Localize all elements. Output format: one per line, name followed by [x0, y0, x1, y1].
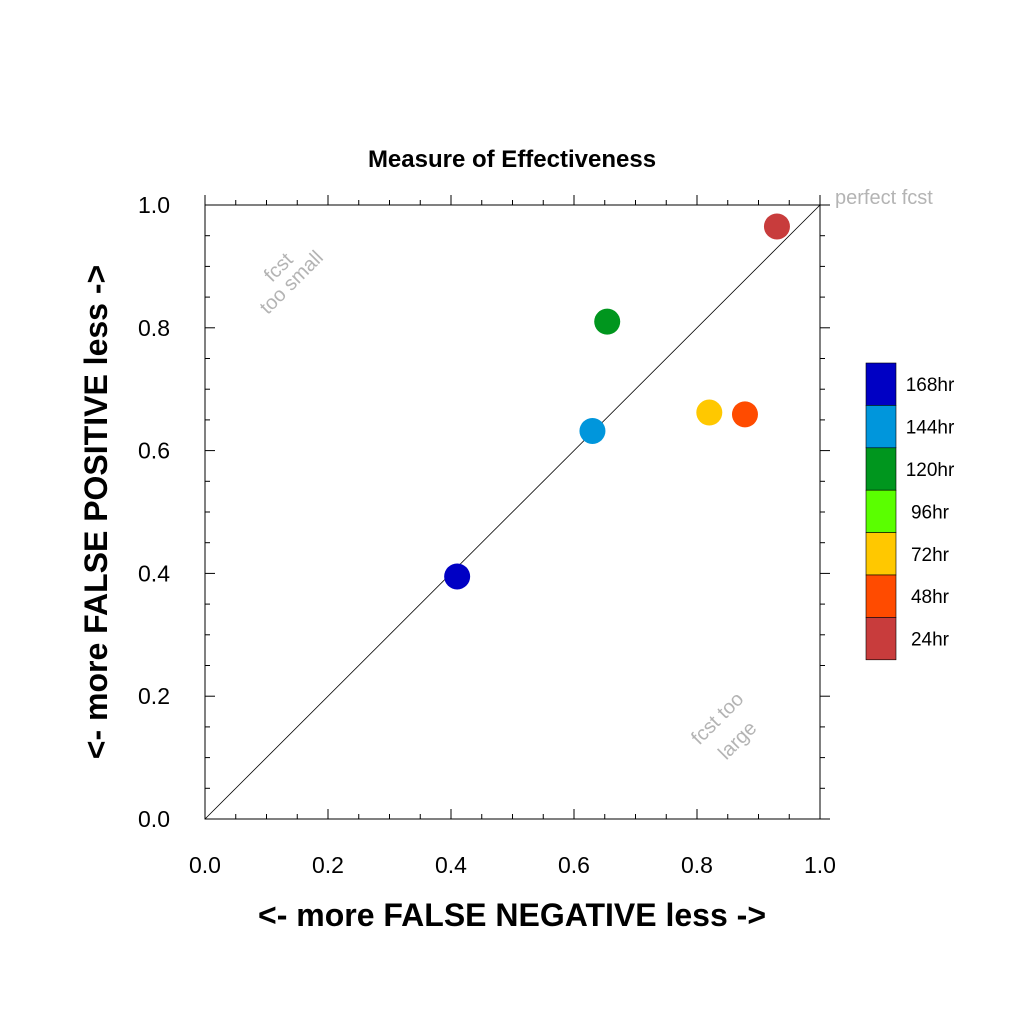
data-point-24hr [763, 213, 790, 240]
y-axis-label: <- more FALSE POSITIVE less -> [78, 265, 114, 759]
legend-swatch-24hr [865, 617, 897, 661]
data-point-120hr [594, 308, 621, 335]
legend-label-168hr: 168hr [906, 375, 955, 396]
x-tick-label: 1.0 [804, 852, 836, 878]
x-tick-label: 0.8 [681, 852, 713, 878]
legend-label-144hr: 144hr [906, 418, 955, 439]
legend-swatch-48hr [865, 574, 897, 618]
y-tick-label: 0.6 [138, 438, 170, 464]
chart-title: Measure of Effectiveness [368, 146, 656, 173]
y-tick-label: 0.0 [138, 806, 170, 832]
legend-label-24hr: 24hr [911, 630, 950, 651]
x-tick-label: 0.2 [312, 852, 344, 878]
data-point-144hr [579, 417, 606, 444]
legend-label-120hr: 120hr [906, 460, 955, 481]
annotations: perfect fcst fcst too small fcst too lar… [256, 187, 934, 764]
y-tick-label: 0.8 [138, 315, 170, 341]
x-tick-label: 0.4 [435, 852, 467, 878]
legend-swatch-144hr [865, 405, 897, 449]
y-tick-label: 1.0 [138, 192, 170, 218]
x-tick-label: 0.6 [558, 852, 590, 878]
annotation-fcst-too-small-line2: too small [256, 247, 328, 319]
data-point-72hr [696, 399, 723, 426]
legend-swatch-72hr [865, 532, 897, 576]
x-tick-label: 0.0 [189, 852, 221, 878]
annotation-perfect-fcst: perfect fcst [835, 187, 933, 209]
x-axis-label: <- more FALSE NEGATIVE less -> [258, 897, 766, 933]
legend-label-96hr: 96hr [911, 502, 950, 523]
legend-swatch-120hr [865, 447, 897, 491]
data-points [444, 213, 790, 590]
diagonal-line [204, 204, 821, 820]
data-point-168hr [444, 563, 471, 590]
legend-label-48hr: 48hr [911, 587, 950, 608]
legend: 168hr 144hr 120hr 96hr 72hr 48hr 24hr [865, 362, 955, 661]
plot-area: 0.0 0.2 0.4 0.6 0.8 1.0 0.0 0.2 0.4 0.6 0.8 1.0 [138, 192, 836, 878]
data-point-48hr [731, 401, 758, 428]
legend-swatch-96hr [865, 489, 897, 533]
legend-swatch-168hr [865, 362, 897, 406]
legend-label-72hr: 72hr [911, 545, 950, 566]
y-tick-label: 0.4 [138, 560, 170, 586]
y-tick-label: 0.2 [138, 683, 170, 709]
